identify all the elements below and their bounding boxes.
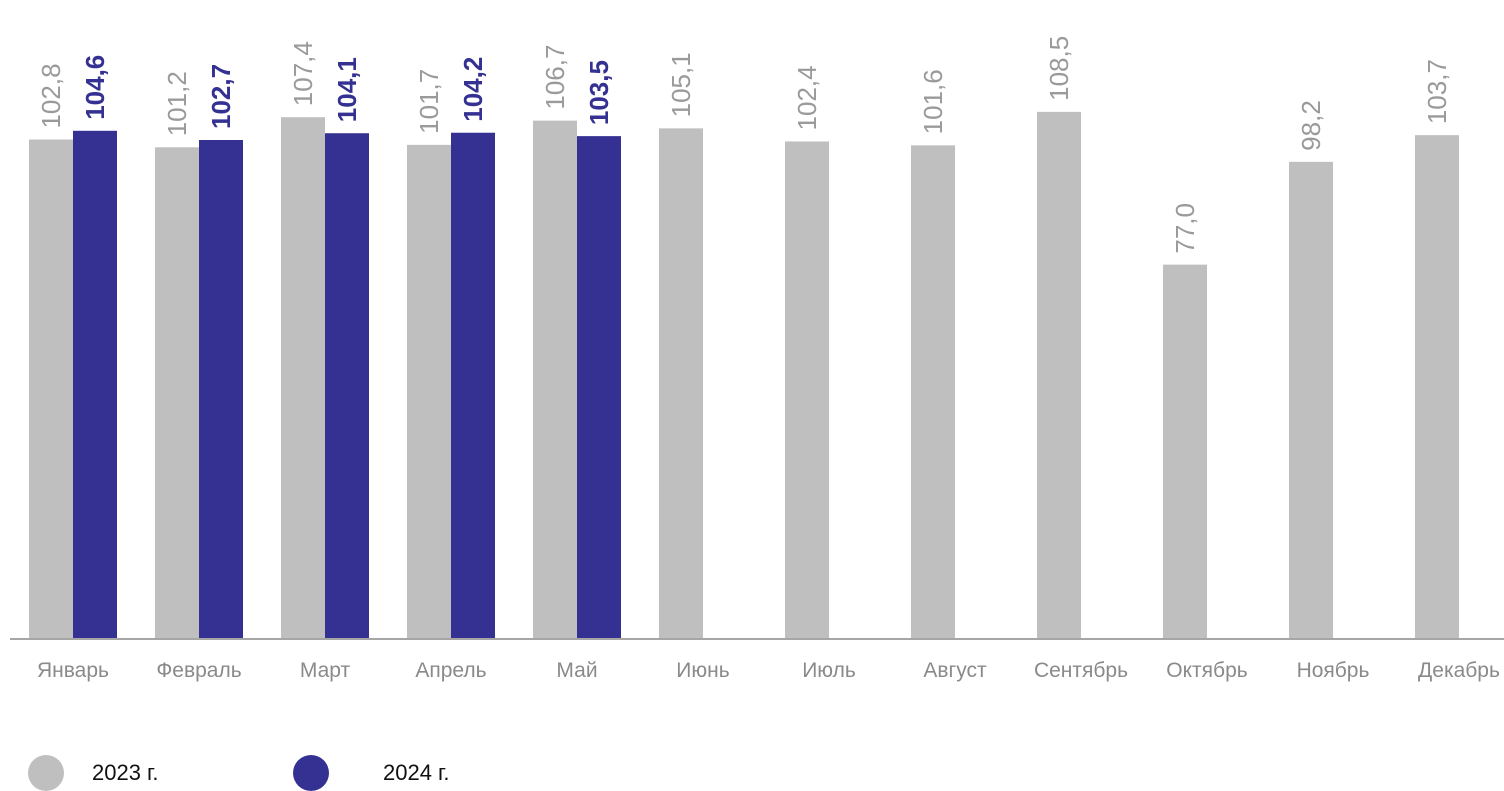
x-tick-label: Январь [37, 659, 109, 682]
bar-2023 [1289, 161, 1333, 639]
x-tick-label: Февраль [156, 659, 241, 682]
legend-marker-2023 [28, 755, 64, 791]
x-tick-label: Сентябрь [1034, 659, 1128, 682]
series-2023-bars [29, 111, 1459, 639]
bar-2024 [73, 130, 117, 638]
x-tick-label: Май [556, 659, 597, 682]
data-label-2024: 104,6 [80, 55, 110, 120]
bar-2023 [407, 144, 451, 639]
legend-item-2024: 2024 г. [293, 755, 450, 791]
bar-2023 [1415, 135, 1459, 639]
data-label-2023: 105,1 [666, 52, 696, 117]
bar-2023 [281, 117, 325, 638]
data-label-2023: 102,4 [792, 65, 822, 130]
bar-2023 [533, 120, 577, 639]
data-label-2024: 102,7 [206, 64, 236, 129]
legend-label-2024: 2024 г. [383, 760, 450, 785]
legend-marker-2024 [293, 755, 329, 791]
data-label-2023: 103,7 [1422, 59, 1452, 124]
bar-2024 [451, 132, 495, 639]
x-tick-label: Октябрь [1166, 659, 1247, 682]
x-tick-label: Август [923, 659, 987, 682]
bar-2023 [155, 147, 199, 639]
data-label-2023: 101,7 [414, 69, 444, 134]
x-tick-label: Июнь [676, 659, 729, 682]
data-label-2023: 106,7 [540, 45, 570, 110]
data-label-2023: 102,8 [36, 63, 66, 128]
bar-2023 [1037, 111, 1081, 639]
data-label-2023: 101,6 [918, 69, 948, 134]
bar-2024 [325, 133, 369, 638]
data-label-2024: 103,5 [584, 60, 614, 125]
data-labels: 102,8 104,6 101,2 102,7 107,4 104,1 101,7 104,2… [36, 36, 1452, 254]
data-label-2023: 108,5 [1044, 36, 1074, 101]
bar-2023 [1163, 264, 1207, 638]
legend-item-2023: 2023 г. [28, 755, 159, 791]
x-tick-label: Март [300, 659, 351, 682]
legend-label-2023: 2023 г. [92, 760, 159, 785]
bar-2024 [577, 136, 621, 639]
bar-2024 [199, 140, 243, 639]
x-axis-tick-labels: Январь Февраль Март Апрель Май Июнь Июль Август… [37, 659, 1500, 682]
bar-2023 [29, 139, 73, 638]
bar-2023 [659, 128, 703, 638]
data-label-2023: 77,0 [1170, 203, 1200, 254]
x-tick-label: Апрель [415, 659, 486, 682]
data-label-2023: 107,4 [288, 41, 318, 106]
data-label-2024: 104,2 [458, 57, 488, 122]
series-2024-bars [73, 130, 621, 639]
x-tick-label: Ноябрь [1297, 659, 1370, 682]
bar-2023 [785, 141, 829, 638]
x-tick-label: Декабрь [1418, 659, 1500, 682]
data-label-2023: 101,2 [162, 71, 192, 136]
data-label-2024: 104,1 [332, 57, 362, 122]
x-tick-label: Июль [802, 659, 856, 682]
data-label-2023: 98,2 [1296, 100, 1326, 151]
bar-2023 [911, 145, 955, 638]
